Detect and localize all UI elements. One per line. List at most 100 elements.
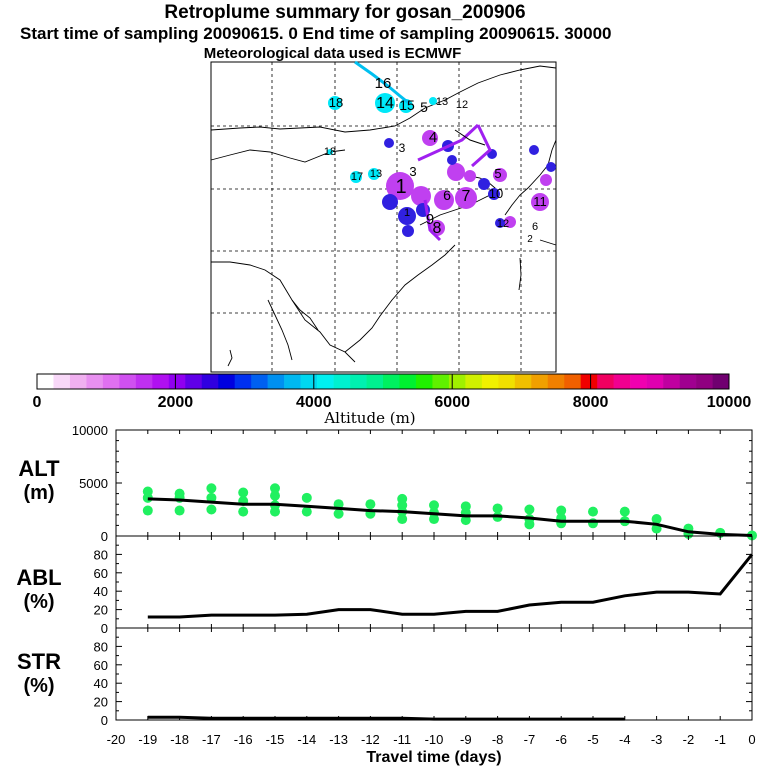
colorbar-swatch [498, 374, 516, 389]
x-tick-label: -6 [555, 732, 567, 747]
trajectory-cluster-marker [504, 216, 516, 228]
x-tick-label: -19 [138, 732, 157, 747]
colorbar-swatch [448, 374, 466, 389]
colorbar-tick-label: 0 [33, 394, 42, 410]
y-tick-label: 80 [94, 547, 108, 562]
series-line-abl [147, 553, 754, 619]
altitude-cluster-point [492, 503, 503, 514]
trajectory-day-label: 12 [456, 99, 468, 111]
series-line-str [147, 715, 625, 721]
altitude-cluster-point [174, 505, 185, 516]
x-tick-label: -20 [107, 732, 126, 747]
colorbar-swatch [350, 374, 367, 389]
x-tick-label: -9 [460, 732, 472, 747]
altitude-cluster-point [397, 514, 408, 525]
trajectory-day-label: 8 [433, 220, 442, 237]
altitude-cluster-point [206, 504, 217, 515]
altitude-cluster-point [619, 506, 630, 517]
colorbar-swatch [613, 374, 631, 389]
trajectory-cluster-marker [531, 193, 549, 211]
y-tick-label: 10000 [72, 423, 108, 438]
colorbar-swatch [580, 374, 598, 389]
trajectory-cluster-marker [350, 171, 362, 183]
trajectory-path-black [454, 129, 486, 146]
colorbar-swatch [547, 374, 565, 389]
coastline [267, 299, 293, 361]
x-tick-label: -13 [329, 732, 348, 747]
colorbar-swatch [218, 374, 236, 389]
trajectory-cluster-marker [328, 96, 342, 110]
coastline [518, 257, 522, 291]
colorbar-swatch [185, 374, 203, 389]
trajectory-day-label: 18 [324, 146, 336, 158]
trajectory-cluster-marker [488, 188, 500, 200]
series-line-alt [147, 497, 753, 537]
coastline [539, 239, 557, 246]
trajectory-day-label: 13 [436, 96, 448, 108]
altitude-cluster-point [270, 483, 280, 494]
altitude-cluster-point [651, 514, 662, 525]
colorbar-swatch [712, 374, 730, 389]
trajectory-day-label: 17 [351, 171, 363, 183]
trajectory-day-label: 12 [497, 218, 509, 230]
colorbar-swatch [366, 374, 384, 389]
y-tick-label: 0 [101, 713, 108, 728]
trajectory-day-label: 3 [399, 141, 406, 155]
trajectory-cluster-marker [411, 186, 431, 206]
y-tick-label: 80 [94, 639, 108, 654]
colorbar-swatch [168, 374, 186, 389]
y-tick-label: 60 [94, 658, 108, 673]
x-axis-title: Travel time (days) [366, 749, 502, 766]
colorbar-swatch [333, 374, 351, 389]
trajectory-cluster-marker [382, 194, 398, 210]
x-tick-label: -1 [714, 732, 726, 747]
trajectory-cluster-marker [402, 225, 414, 237]
altitude-cluster-point [301, 492, 312, 503]
trajectory-cluster-marker [464, 170, 476, 182]
colorbar-swatch [251, 374, 268, 389]
x-tick-label: -10 [425, 732, 444, 747]
colorbar-swatch [597, 374, 614, 389]
colorbar-swatch [53, 374, 71, 389]
x-tick-label: -7 [524, 732, 536, 747]
met-data-note: Meteorological data used is ECMWF [203, 45, 462, 62]
map-frame [210, 61, 557, 373]
x-tick-label: -4 [619, 732, 631, 747]
colorbar-swatch [481, 374, 499, 389]
coastline [291, 299, 319, 331]
altitude-cluster-point [429, 514, 439, 525]
colorbar-swatch [201, 374, 219, 389]
x-tick-label: -16 [234, 732, 253, 747]
sampling-time-subtitle: Start time of sampling 20090615. 0 End t… [20, 24, 612, 43]
colorbar-swatch [679, 374, 697, 389]
altitude-cluster-point [333, 508, 344, 519]
colorbar-tick-label: 8000 [573, 394, 609, 410]
altitude-cluster-point [270, 506, 280, 517]
trajectory-day-label: 16 [375, 75, 392, 92]
trajectory-path-purple [417, 123, 480, 162]
colorbar-swatch [696, 374, 713, 389]
x-tick-label: -17 [202, 732, 221, 747]
altitude-colorbar: 0 2000 4000 6000 8000 10000 [33, 373, 751, 410]
colorbar-swatch [37, 374, 54, 389]
trajectory-day-label: 3 [409, 164, 416, 179]
alt-panel-label: ALT (m) [18, 456, 60, 504]
x-tick-label: -2 [683, 732, 695, 747]
trajectory-path-purple [471, 124, 492, 168]
colorbar-swatch [432, 374, 450, 389]
y-tick-label: 40 [94, 676, 108, 691]
trajectory-cluster-marker [447, 163, 465, 181]
coastline [210, 65, 557, 133]
trajectory-path-purple [423, 199, 442, 242]
y-tick-label: 40 [94, 584, 108, 599]
altitude-cluster-point [524, 504, 535, 515]
trajectory-day-label: 6 [532, 221, 538, 233]
colorbar-swatch [267, 374, 285, 389]
colorbar-swatch [86, 374, 104, 389]
trajectory-cluster-marker [478, 178, 490, 190]
colorbar-swatch [69, 374, 87, 389]
trajectory-cluster-marker [422, 130, 438, 146]
colorbar-swatch [663, 374, 680, 389]
trajectory-day-label: 6 [443, 187, 451, 203]
